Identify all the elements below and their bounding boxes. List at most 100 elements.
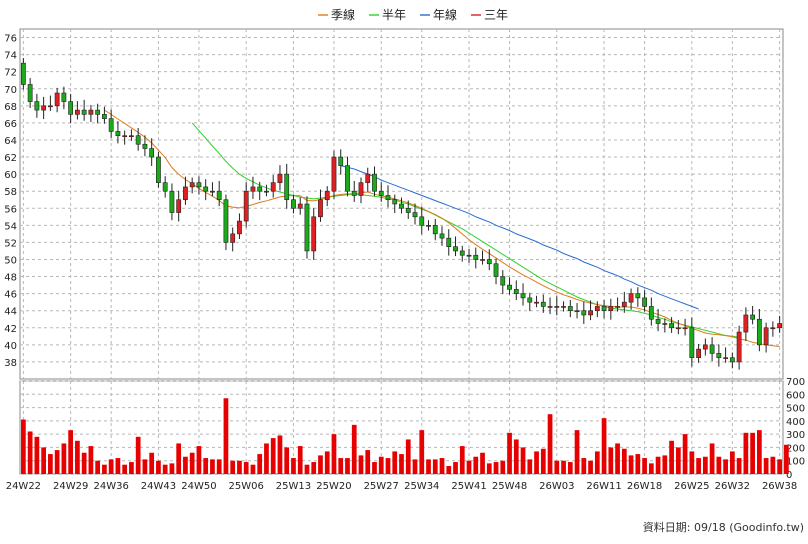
x-tick-label: 24W29 xyxy=(53,481,88,492)
x-tick-label: 25W34 xyxy=(404,481,439,492)
candle-body xyxy=(257,186,263,192)
candle-body xyxy=(318,199,323,218)
candle-body xyxy=(534,301,539,304)
candle-body xyxy=(405,207,411,213)
candle-body xyxy=(277,173,283,183)
volume-bar xyxy=(574,430,580,474)
volume-bar xyxy=(203,458,209,474)
candle-body xyxy=(284,173,290,201)
x-tick-label: 26W25 xyxy=(674,481,709,492)
candle-body xyxy=(88,109,94,115)
volume-bar xyxy=(662,455,668,474)
candle-body xyxy=(763,327,769,346)
x-tick-label: 26W32 xyxy=(715,481,750,492)
volume-bar xyxy=(358,455,364,474)
candle-body xyxy=(426,225,431,227)
candle-body xyxy=(378,190,384,196)
volume-bar xyxy=(486,463,492,474)
volume-bar xyxy=(318,455,323,474)
price-y-tick-label: 68 xyxy=(4,102,17,113)
candle-body xyxy=(642,297,647,307)
volume-bar xyxy=(547,414,553,474)
candle-body xyxy=(331,156,337,192)
candle-body xyxy=(729,357,735,363)
volume-bar xyxy=(21,419,26,474)
candle-body xyxy=(324,190,330,201)
volume-bar xyxy=(513,439,519,474)
price-y-tick-label: 50 xyxy=(4,255,17,266)
volume-bar xyxy=(696,458,701,474)
candle-body xyxy=(176,199,182,213)
price-y-tick-label: 72 xyxy=(4,68,17,79)
candle-body xyxy=(156,156,161,183)
volume-bar xyxy=(169,463,175,474)
candle-body xyxy=(399,203,404,209)
volume-bar xyxy=(270,438,276,474)
volume-bar xyxy=(392,451,398,474)
volume-bar xyxy=(770,456,776,474)
volume-bar xyxy=(54,450,60,474)
volume-bar xyxy=(750,432,755,474)
candle-body xyxy=(669,323,674,329)
volume-bar xyxy=(702,456,708,474)
candle-body xyxy=(493,263,499,277)
candle-body xyxy=(756,318,762,346)
volume-bar xyxy=(257,454,263,474)
volume-bar xyxy=(311,462,317,474)
volume-bar xyxy=(527,459,533,474)
candle-body xyxy=(540,301,546,307)
volume-bar xyxy=(763,458,769,474)
candle-body xyxy=(270,182,276,192)
volume-bar xyxy=(635,454,641,474)
candle-body xyxy=(372,173,377,192)
price-y-tick-label: 64 xyxy=(4,136,17,147)
volume-bar xyxy=(61,443,67,474)
x-tick-label: 24W22 xyxy=(6,481,41,492)
candle-body xyxy=(554,306,560,308)
volume-bar xyxy=(264,443,269,474)
volume-bar xyxy=(378,456,384,474)
candle-body xyxy=(81,109,87,115)
volume-bar xyxy=(466,460,472,474)
candle-body xyxy=(237,220,242,235)
volume-bar xyxy=(716,456,722,474)
volume-bar xyxy=(338,458,344,474)
volume-bar xyxy=(493,462,499,474)
volume-bar xyxy=(784,444,789,474)
candle-body xyxy=(169,190,175,213)
candle-body xyxy=(466,254,472,257)
volume-bar xyxy=(372,462,377,474)
candle-body xyxy=(95,109,101,115)
candle-body xyxy=(594,306,600,312)
volume-bar xyxy=(581,458,587,474)
volume-bar xyxy=(122,464,128,474)
price-y-tick-label: 46 xyxy=(4,290,17,301)
candle-body xyxy=(351,190,357,196)
volume-bar xyxy=(567,462,573,474)
price-y-tick-label: 74 xyxy=(4,51,17,62)
candle-body xyxy=(615,306,620,308)
volume-bar xyxy=(108,459,114,474)
volume-bar xyxy=(736,458,742,474)
candle-body xyxy=(216,190,222,201)
volume-bar xyxy=(351,424,357,474)
price-y-tick-label: 70 xyxy=(4,85,17,96)
x-tick-label: 26W38 xyxy=(762,481,797,492)
candle-body xyxy=(662,323,668,325)
volume-bar xyxy=(534,451,539,474)
candle-body xyxy=(480,259,485,261)
volume-bar xyxy=(507,432,512,474)
price-y-tick-label: 56 xyxy=(4,204,17,215)
candle-body xyxy=(723,357,728,359)
x-tick-label: 26W18 xyxy=(627,481,662,492)
candle-body xyxy=(189,182,195,188)
volume-bar xyxy=(223,398,229,474)
volume-bar xyxy=(689,451,695,474)
candle-body xyxy=(250,186,256,192)
candle-body xyxy=(129,135,134,138)
candle-body xyxy=(453,246,458,252)
volume-bar xyxy=(729,451,735,474)
volume-bar xyxy=(284,447,290,474)
volume-bar xyxy=(210,459,215,474)
